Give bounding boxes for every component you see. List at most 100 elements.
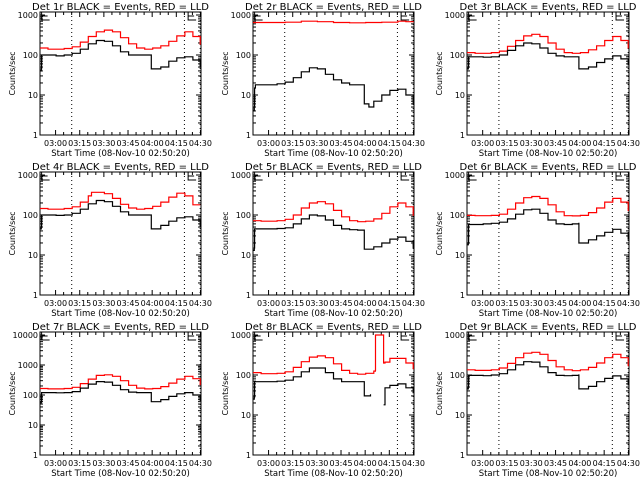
x-tick-label: 04:15: [378, 139, 401, 148]
y-axis-label: Counts/sec: [435, 371, 444, 415]
e-marker-glyph: [254, 171, 263, 181]
series-line-events: [40, 39, 201, 72]
chart-panel-1: Det 1r BLACK = Events, RED = LLD 1 10 100 10…: [8, 2, 212, 159]
y-tick-label: 10: [28, 421, 38, 430]
y-tick-label: 100: [236, 371, 251, 380]
series-line-events: [467, 42, 629, 70]
y-tick-label: 10: [28, 251, 38, 260]
y-tick-label: 1: [460, 131, 465, 140]
y-tick-label: 10: [241, 411, 251, 420]
y-axis-label: Counts/sec: [8, 371, 17, 415]
chart-title: Det 3r BLACK = Events, RED = LLD: [460, 2, 637, 13]
series-line-events: [253, 367, 414, 406]
x-tick-label: 04:00: [141, 139, 164, 148]
x-tick-label: 04:00: [568, 459, 591, 468]
x-tick-label: 04:30: [617, 459, 640, 468]
plot-frame: [39, 11, 202, 136]
series-line-lld: [253, 201, 414, 223]
x-tick-label: 03:45: [116, 459, 139, 468]
x-tick-label: 03:15: [68, 139, 91, 148]
x-tick-label: 03:00: [44, 299, 67, 308]
e-marker-glyph: [615, 171, 625, 181]
x-axis-label: Start Time (08-Nov-10 02:50:20): [51, 469, 190, 479]
chart-panel-5: Det 5r BLACK = Events, RED = LLD 1 10 100 10…: [221, 162, 425, 319]
y-axis-label: Counts/sec: [221, 211, 230, 255]
event-marker-e: [254, 171, 263, 181]
y-axis-label: Counts/sec: [435, 51, 444, 95]
y-tick-label: 100: [23, 51, 38, 60]
x-tick-label: 03:00: [471, 459, 494, 468]
plot-frame: [39, 171, 202, 296]
y-tick-label: 1: [33, 291, 38, 300]
x-tick-label: 03:30: [92, 459, 115, 468]
chart-panel-7: Det 7r BLACK = Events, RED = LLD 1 10 100 10…: [8, 322, 212, 479]
series-line-events: [253, 214, 414, 251]
x-tick-label: 03:00: [257, 139, 280, 148]
x-tick-label: 03:45: [329, 299, 352, 308]
chart-title: Det 6r BLACK = Events, RED = LLD: [460, 162, 637, 173]
event-marker-e: [41, 331, 50, 341]
x-tick-label: 04:30: [189, 299, 212, 308]
x-tick-label: 04:15: [165, 459, 188, 468]
plot-frame: [252, 11, 415, 136]
x-tick-label: 04:15: [593, 139, 616, 148]
y-tick-label: 100: [236, 51, 251, 60]
series-line-events: [40, 199, 201, 230]
x-tick-label: 03:15: [281, 299, 304, 308]
event-marker-e: [468, 171, 477, 181]
x-tick-label: 04:00: [354, 299, 377, 308]
chart-title: Det 8r BLACK = Events, RED = LLD: [245, 322, 422, 333]
y-axis-label: Counts/sec: [221, 371, 230, 415]
x-tick-label: 03:00: [471, 139, 494, 148]
plot-frame: [466, 11, 630, 136]
y-tick-label: 100: [23, 211, 38, 220]
chart-title: Det 4r BLACK = Events, RED = LLD: [32, 162, 209, 173]
event-marker-e: [187, 331, 197, 341]
event-marker-e: [41, 11, 50, 21]
e-marker-glyph: [468, 171, 477, 181]
event-marker-e: [254, 11, 263, 21]
y-tick-label: 1000: [445, 331, 465, 340]
x-tick-label: 04:15: [165, 139, 188, 148]
e-marker-glyph: [468, 331, 477, 341]
x-tick-label: 03:30: [520, 299, 543, 308]
x-tick-label: 04:30: [617, 299, 640, 308]
x-tick-label: 03:45: [544, 139, 567, 148]
chart-title: Det 5r BLACK = Events, RED = LLD: [245, 162, 422, 173]
x-tick-label: 03:30: [305, 299, 328, 308]
x-tick-label: 03:45: [544, 459, 567, 468]
e-marker-glyph: [187, 331, 197, 341]
e-marker-glyph: [468, 11, 477, 21]
y-tick-label: 100: [236, 211, 251, 220]
event-marker-e: [400, 11, 410, 21]
chart-panel-4: Det 4r BLACK = Events, RED = LLD 1 10 100 10…: [8, 162, 212, 319]
x-tick-label: 04:15: [378, 299, 401, 308]
y-tick-label: 1: [246, 451, 251, 460]
y-tick-label: 1000: [231, 11, 251, 20]
x-tick-label: 03:00: [471, 299, 494, 308]
y-tick-label: 1: [246, 131, 251, 140]
y-tick-label: 1: [33, 451, 38, 460]
series-line-events: [467, 208, 629, 246]
event-marker-e: [615, 331, 625, 341]
x-tick-label: 04:30: [402, 299, 425, 308]
event-marker-e: [187, 171, 197, 181]
e-marker-glyph: [400, 11, 410, 21]
y-axis-label: Counts/sec: [435, 211, 444, 255]
x-tick-label: 03:15: [281, 459, 304, 468]
x-tick-label: 03:15: [495, 459, 518, 468]
x-tick-label: 03:45: [116, 139, 139, 148]
event-marker-e: [468, 331, 477, 341]
chart-title: Det 7r BLACK = Events, RED = LLD: [32, 322, 209, 333]
y-tick-label: 1000: [445, 11, 465, 20]
series-line-events: [467, 361, 629, 390]
chart-title: Det 2r BLACK = Events, RED = LLD: [245, 2, 422, 13]
x-tick-label: 04:00: [141, 299, 164, 308]
chart-title: Det 1r BLACK = Events, RED = LLD: [32, 2, 209, 13]
x-tick-label: 03:30: [520, 459, 543, 468]
x-axis-label: Start Time (08-Nov-10 02:50:20): [479, 149, 618, 159]
x-tick-label: 03:00: [44, 139, 67, 148]
chart-panel-9: Det 9r BLACK = Events, RED = LLD 1 10 100 10…: [435, 322, 640, 479]
e-marker-glyph: [41, 331, 50, 341]
